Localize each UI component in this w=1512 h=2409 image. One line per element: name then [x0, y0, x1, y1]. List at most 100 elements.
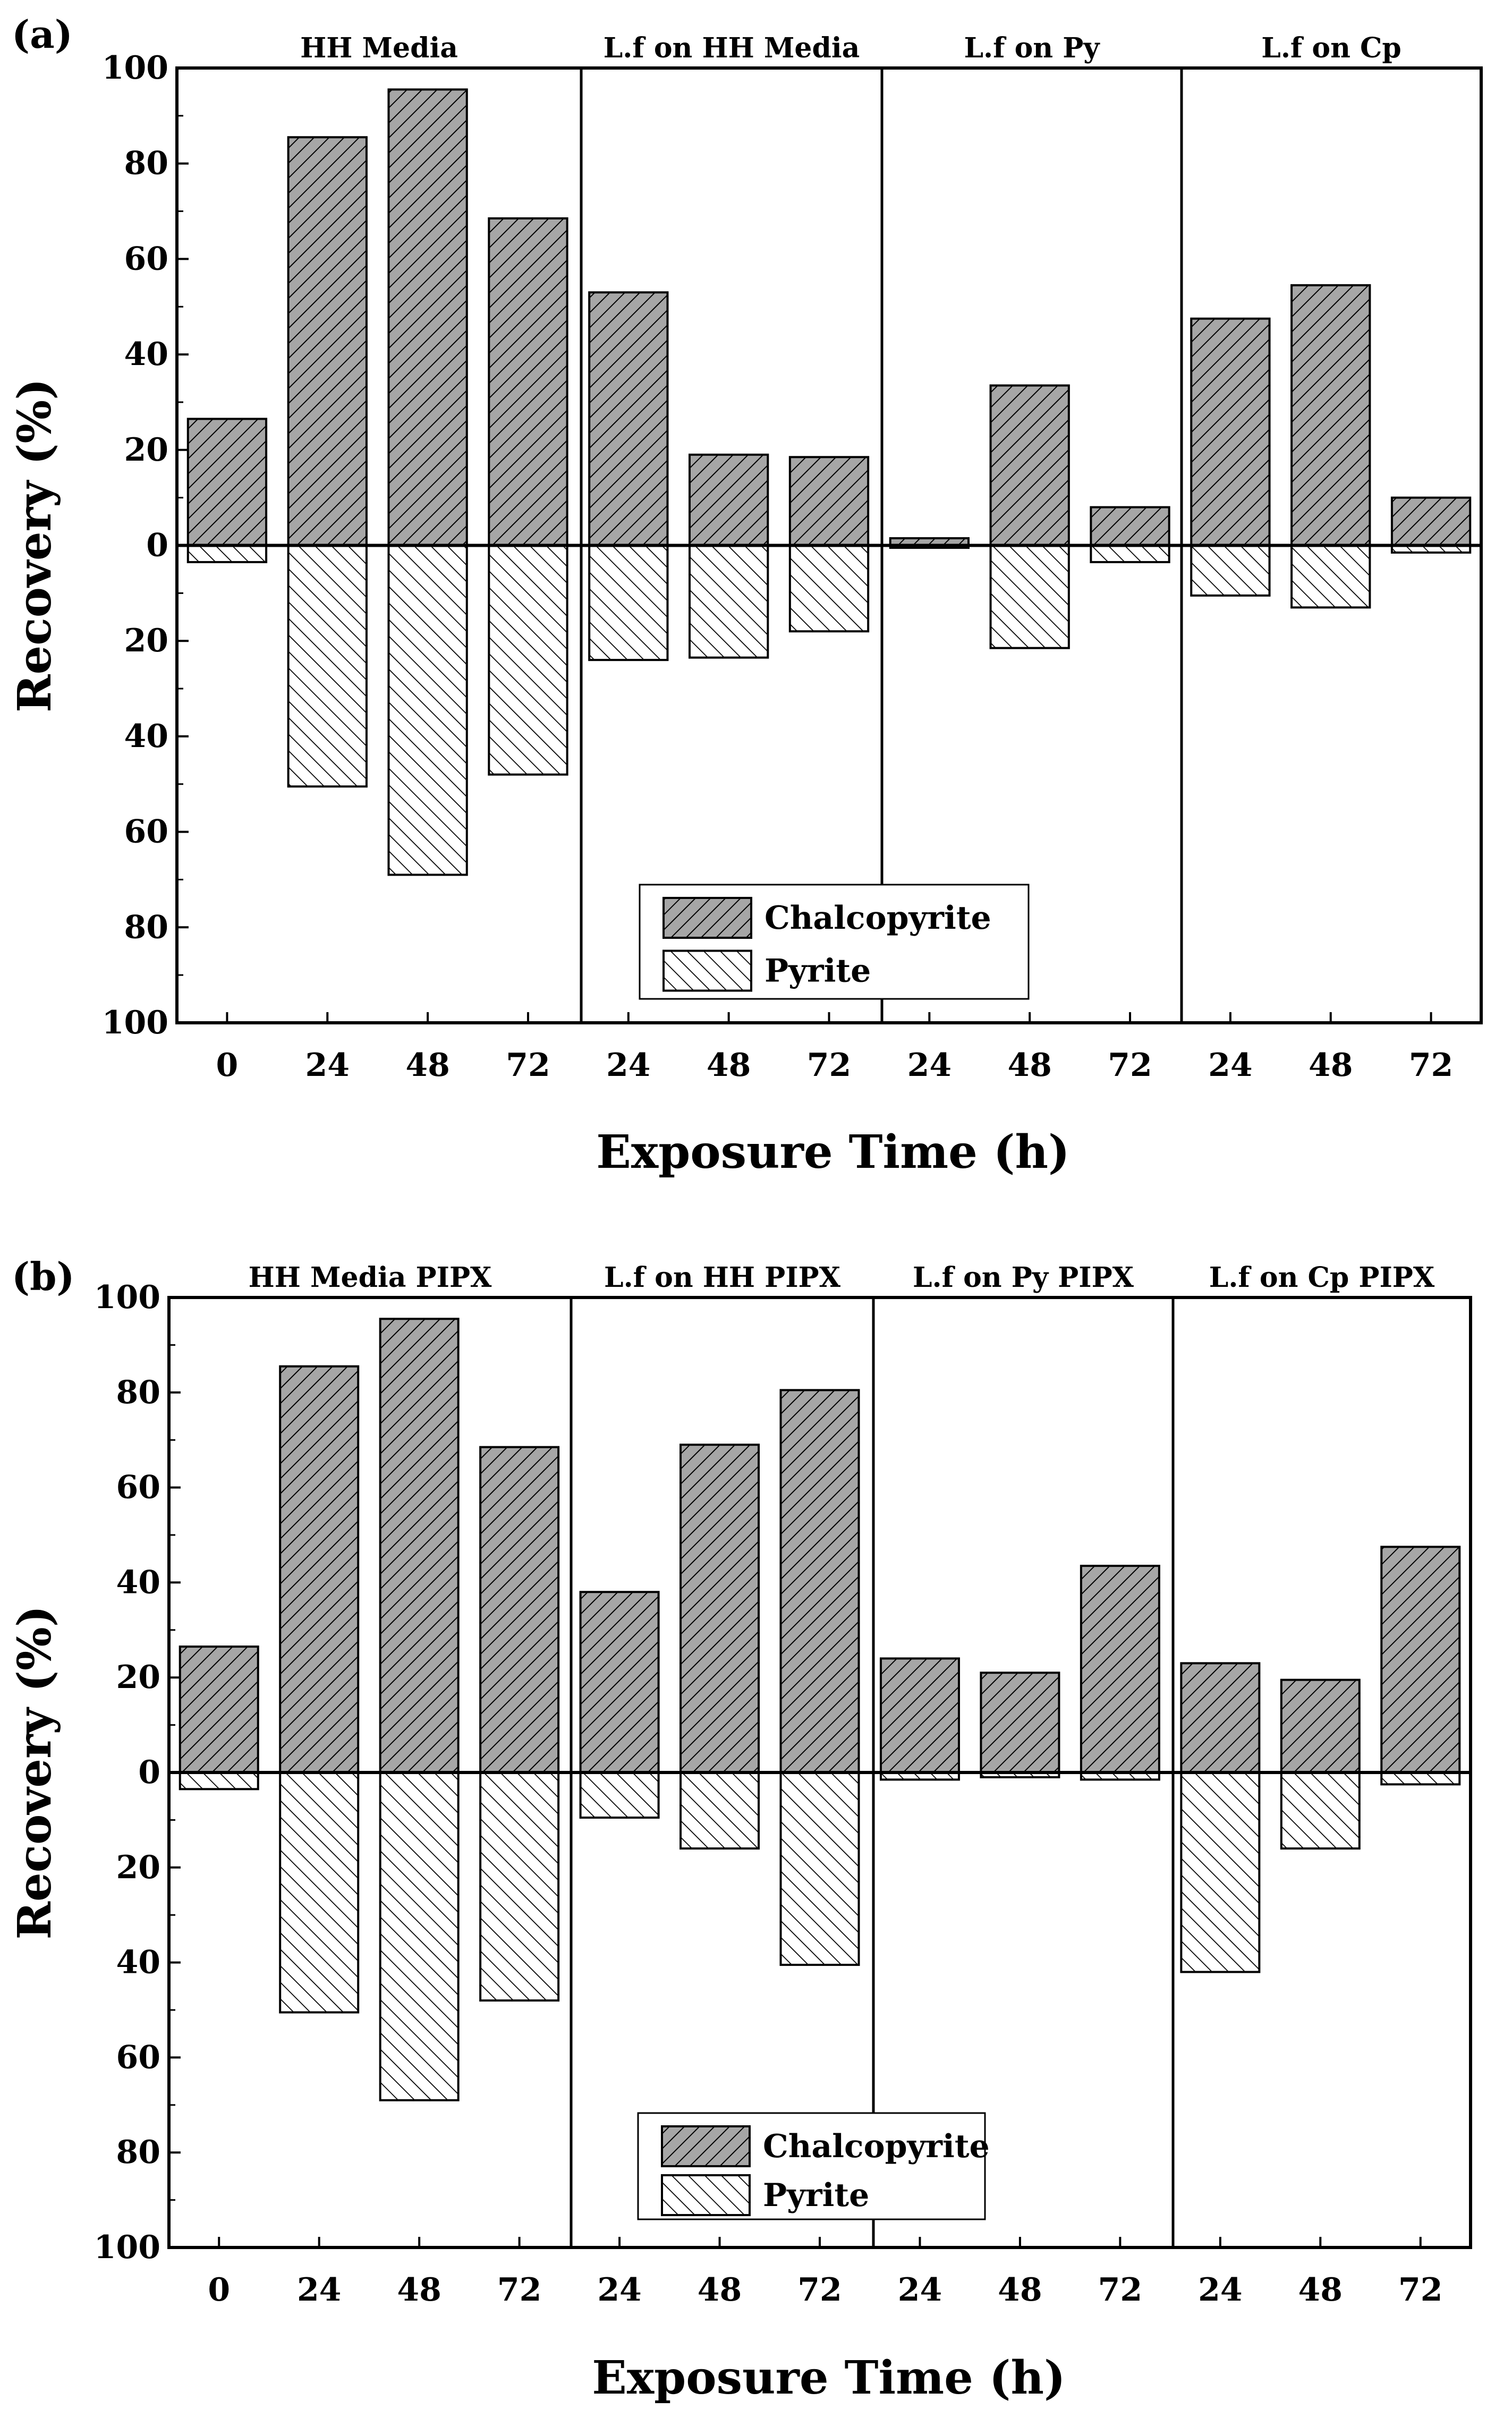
y-tick-label: 80	[124, 909, 169, 946]
x-tick-label: 24	[305, 1047, 350, 1084]
y-tick-label: 80	[116, 1374, 161, 1411]
chalcopyrite-bar	[879, 1657, 960, 1774]
chalcopyrite-bar	[186, 418, 268, 547]
y-tick-label: 40	[116, 1564, 161, 1601]
panel-label: (b)	[12, 1254, 74, 1299]
legend-swatch-pyrite	[661, 2174, 751, 2216]
y-tick-label: 60	[116, 2039, 161, 2076]
legend-label-pyrite: Pyrite	[765, 953, 871, 990]
x-tick-label: 48	[1007, 1047, 1052, 1084]
chalcopyrite-bar	[279, 1365, 360, 1774]
pyrite-bar	[788, 544, 870, 633]
x-axis-title: Exposure Time (h)	[592, 2351, 1065, 2405]
x-tick-label: 24	[898, 2271, 942, 2309]
y-tick-label: 0	[146, 527, 168, 564]
pyrite-bar	[1280, 1771, 1361, 1850]
y-tick-label: 100	[94, 1279, 160, 1316]
y-tick-label: 60	[124, 813, 169, 851]
chalcopyrite-bar	[788, 456, 870, 547]
x-tick-label: 48	[1309, 1047, 1353, 1084]
section-title: L.f on HH Media	[604, 32, 860, 64]
pyrite-bar	[279, 1771, 360, 2014]
legend-label-chalcopyrite: Chalcopyrite	[765, 900, 991, 937]
x-tick-label: 24	[597, 2271, 642, 2309]
chalcopyrite-bar	[980, 1672, 1060, 1774]
x-tick-label: 72	[807, 1047, 852, 1084]
pyrite-bar	[1090, 544, 1170, 563]
y-tick-label: 60	[124, 240, 169, 277]
pyrite-bar	[689, 544, 769, 659]
x-tick-label: 24	[1208, 1047, 1253, 1084]
x-tick-label: 48	[397, 2271, 441, 2309]
x-tick-label: 72	[497, 2271, 542, 2309]
x-tick-label: 72	[1108, 1047, 1152, 1084]
y-tick-label: 20	[116, 1849, 161, 1886]
chalcopyrite-bar	[479, 1446, 560, 1774]
pyrite-bar	[679, 1771, 760, 1850]
x-tick-label: 0	[216, 1047, 239, 1084]
section-title: L.f on HH PIPX	[604, 1261, 841, 1294]
x-tick-label: 48	[405, 1047, 450, 1084]
pyrite-bar	[479, 1771, 560, 2002]
pyrite-bar	[186, 544, 268, 563]
pyrite-bar	[1290, 544, 1371, 609]
chalcopyrite-bar	[1290, 284, 1371, 547]
chalcopyrite-bar	[1180, 1662, 1261, 1774]
pyrite-bar	[1180, 1771, 1261, 1973]
panel-b-recovery-chart: (b) Recovery (%) Exposure Time (h) 100 80 60 4…	[8, 1254, 1472, 2405]
plot-frame	[167, 1296, 1472, 2249]
y-axis-title: Recovery (%)	[8, 1606, 62, 1940]
y-tick-label: 20	[116, 1659, 161, 1696]
x-tick-label: 72	[797, 2271, 842, 2309]
y-tick-label: 20	[124, 622, 169, 659]
y-tick-label: 40	[124, 336, 169, 373]
section-title: HH Media PIPX	[249, 1261, 492, 1294]
y-tick-label: 100	[102, 49, 168, 87]
chalcopyrite-bar	[488, 217, 568, 547]
x-tick-label: 72	[1409, 1047, 1454, 1084]
chalcopyrite-bar	[779, 1389, 860, 1774]
pyrite-bar	[779, 1771, 860, 1966]
pyrite-bar	[379, 1771, 460, 2101]
x-tick-label: 24	[1198, 2271, 1243, 2309]
x-tick-label: 24	[297, 2271, 342, 2309]
y-tick-label: 40	[116, 1944, 161, 1981]
legend-swatch-pyrite	[662, 949, 752, 992]
x-tick-label: 48	[1298, 2271, 1343, 2309]
y-axis-title: Recovery (%)	[8, 378, 62, 712]
x-tick-label: 0	[208, 2271, 230, 2309]
pyrite-bar	[287, 544, 368, 788]
x-tick-label: 72	[506, 1047, 550, 1084]
section-title: HH Media	[300, 32, 458, 64]
panel-a-recovery-chart: (a) Recovery (%) Exposure Time (h) 100 80 60 4…	[8, 12, 1483, 1179]
chalcopyrite-bar	[1080, 1565, 1160, 1774]
chalcopyrite-bar	[579, 1591, 660, 1774]
x-tick-label: 72	[1098, 2271, 1143, 2309]
panel-label: (a)	[12, 12, 73, 57]
chalcopyrite-bar	[588, 291, 669, 547]
chalcopyrite-bar	[689, 453, 769, 547]
chalcopyrite-bar	[1190, 317, 1271, 547]
chalcopyrite-bar	[989, 384, 1070, 547]
legend-label-chalcopyrite: Chalcopyrite	[763, 2128, 990, 2165]
pyrite-bar	[989, 544, 1070, 649]
y-tick-label: 80	[116, 2134, 161, 2171]
chalcopyrite-bar	[387, 88, 468, 547]
pyrite-bar	[1380, 1771, 1461, 1786]
pyrite-bar	[579, 1771, 660, 1819]
y-tick-label: 0	[138, 1754, 160, 1791]
plot-frame	[175, 66, 1483, 1024]
chalcopyrite-bar	[287, 136, 368, 547]
legend-swatch-chalcopyrite	[661, 2125, 751, 2167]
y-tick-label: 100	[94, 2229, 160, 2266]
section-title: L.f on Py PIPX	[913, 1261, 1134, 1294]
pyrite-bar	[588, 544, 669, 661]
legend-label-pyrite: Pyrite	[763, 2177, 869, 2214]
x-tick-label: 48	[998, 2271, 1042, 2309]
chalcopyrite-bar	[1280, 1678, 1361, 1774]
pyrite-bar	[1190, 544, 1271, 597]
y-tick-label: 100	[102, 1004, 168, 1041]
chalcopyrite-bar	[679, 1444, 760, 1774]
legend-swatch-chalcopyrite	[662, 897, 752, 939]
